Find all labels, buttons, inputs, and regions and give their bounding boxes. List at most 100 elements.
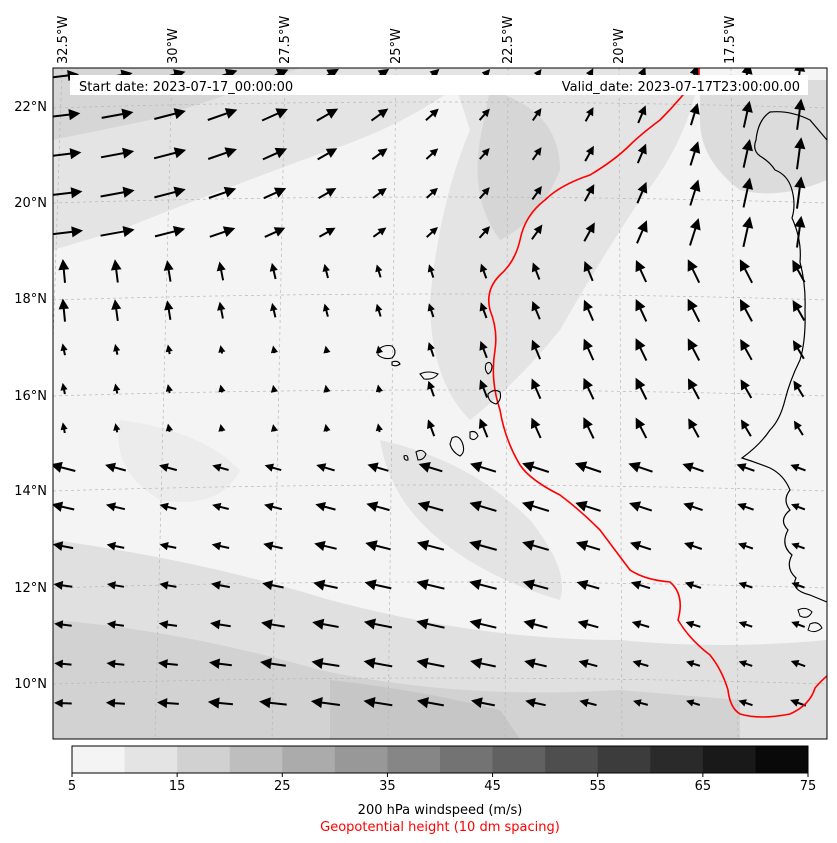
wind-vector-arrow (207, 697, 233, 709)
wind-vector-arrow (575, 540, 601, 552)
wind-vector-arrow (211, 541, 230, 551)
wind-vector-arrow (363, 657, 393, 669)
wind-vector-arrow (154, 186, 186, 199)
wind-vector-arrow (310, 697, 341, 709)
wind-vector-arrow (738, 620, 753, 629)
lat-label-14n: 14°N (14, 484, 47, 499)
wind-vector-arrow (584, 145, 594, 162)
wind-vector-arrow (60, 382, 68, 395)
wind-vector-arrow (742, 216, 754, 248)
colorbar-tick-label: 65 (695, 779, 712, 794)
wind-vector-arrow (218, 345, 226, 354)
wind-vector-arrow (105, 698, 125, 708)
wind-vector-arrow (316, 108, 339, 122)
wind-vector-arrow (113, 383, 121, 394)
wind-vector-arrow (270, 345, 278, 354)
wind-vector-arrow (53, 148, 82, 160)
wind-vector-arrow (427, 380, 435, 397)
gridline-lon-22-5 (504, 68, 509, 739)
wind-vector-arrow (262, 147, 288, 161)
wind-vector-arrow (53, 541, 74, 551)
wind-vector-arrow (738, 581, 753, 589)
wind-vector-arrow (317, 148, 338, 161)
island-santo-antao (377, 344, 396, 360)
lat-label-16n: 16°N (14, 389, 47, 404)
wind-vector-arrow (736, 463, 755, 472)
wind-band-south-core (53, 620, 740, 739)
wind-vector-arrow (583, 299, 595, 321)
wind-vector-arrow (113, 343, 121, 355)
wind-vector-arrow (159, 581, 177, 590)
cape-verde-islands (377, 344, 502, 461)
colorbar-label: 200 hPa windspeed (m/s) (358, 803, 523, 818)
colorbar-tick-label: 25 (274, 779, 291, 794)
wind-vector-arrow (531, 147, 542, 161)
latitude-labels: 22°N 20°N 18°N 16°N 14°N 12°N 10°N (14, 100, 47, 692)
wind-vector-arrow (739, 259, 753, 284)
wind-vector-arrow (323, 423, 331, 432)
wind-vector-arrow (416, 539, 445, 551)
wind-vector-arrow (521, 500, 550, 512)
island-sao-vicente (391, 360, 401, 367)
wind-vector-arrow (269, 262, 278, 280)
wind-vector-arrow (635, 377, 648, 400)
wind-vector-arrow (365, 540, 391, 552)
gridline-lat-14 (53, 484, 827, 492)
wind-vector-arrow (479, 302, 488, 319)
wind-vector-arrow (739, 299, 753, 322)
wind-vector-arrow (479, 263, 488, 279)
colorbar-tick-label: 35 (379, 779, 396, 794)
wind-vector-arrow (207, 147, 237, 160)
island-brava (403, 454, 409, 461)
wind-vector-arrow (689, 218, 701, 246)
gridline-lon-27-5 (271, 68, 286, 739)
map-frame (52, 67, 828, 740)
wind-vector-arrow (312, 618, 339, 630)
wind-vector-arrow (427, 303, 435, 318)
colorbar-swatch (334, 746, 388, 773)
lat-label-12n: 12°N (14, 581, 47, 596)
wind-vector-arrow (156, 697, 179, 709)
wind-vector-arrow (60, 422, 68, 434)
wind-vector-arrow (264, 502, 283, 512)
wind-patch-central (477, 90, 560, 240)
wind-vector-arrow (522, 579, 549, 591)
wind-vector-arrow (315, 501, 336, 512)
lat-label-18n: 18°N (14, 292, 47, 307)
wind-vector-arrow (100, 186, 135, 198)
wind-vector-arrow (316, 463, 335, 472)
wind-vector-arrow (792, 340, 805, 360)
wind-vector-arrow (375, 423, 383, 433)
wind-vector-arrow (212, 502, 229, 512)
wind-vector-arrow (478, 418, 489, 438)
wind-vector-arrow (105, 502, 126, 512)
wind-vector-arrow (318, 187, 337, 199)
island-santiago (449, 436, 465, 457)
wind-vector-arrow (261, 619, 285, 630)
wind-patch-mid (380, 440, 562, 600)
colorbar-swatch (650, 746, 704, 773)
colorbar-swatch (545, 746, 599, 773)
colorbar-tick-label: 55 (589, 779, 606, 794)
wind-vector-arrow (687, 259, 701, 284)
wind-vector-arrow (530, 417, 542, 439)
colorbar-swatch (177, 746, 231, 773)
colorbar-ticks: 5 15 25 35 45 55 65 75 (68, 773, 816, 794)
wind-vector-arrow (158, 620, 178, 630)
colorbar-swatch (387, 746, 441, 773)
colorbar-swatch (72, 746, 126, 773)
wind-vector-arrow (322, 263, 330, 279)
wind-vector-arrow (53, 461, 76, 473)
wind-vector-arrow (426, 226, 438, 238)
lon-label-27-5w: 27.5°W (278, 16, 293, 64)
wind-vector-arrow (577, 619, 599, 630)
wind-vector-arrow (106, 620, 125, 629)
wind-vector-arrow (425, 108, 439, 122)
wind-vector-arrow (685, 620, 701, 629)
wind-vector-arrow (583, 417, 595, 439)
wind-vector-arrow (208, 186, 237, 199)
wind-vector-arrow (264, 463, 282, 472)
colorbar-swatch (702, 746, 756, 773)
wind-vector-arrow (110, 259, 122, 283)
